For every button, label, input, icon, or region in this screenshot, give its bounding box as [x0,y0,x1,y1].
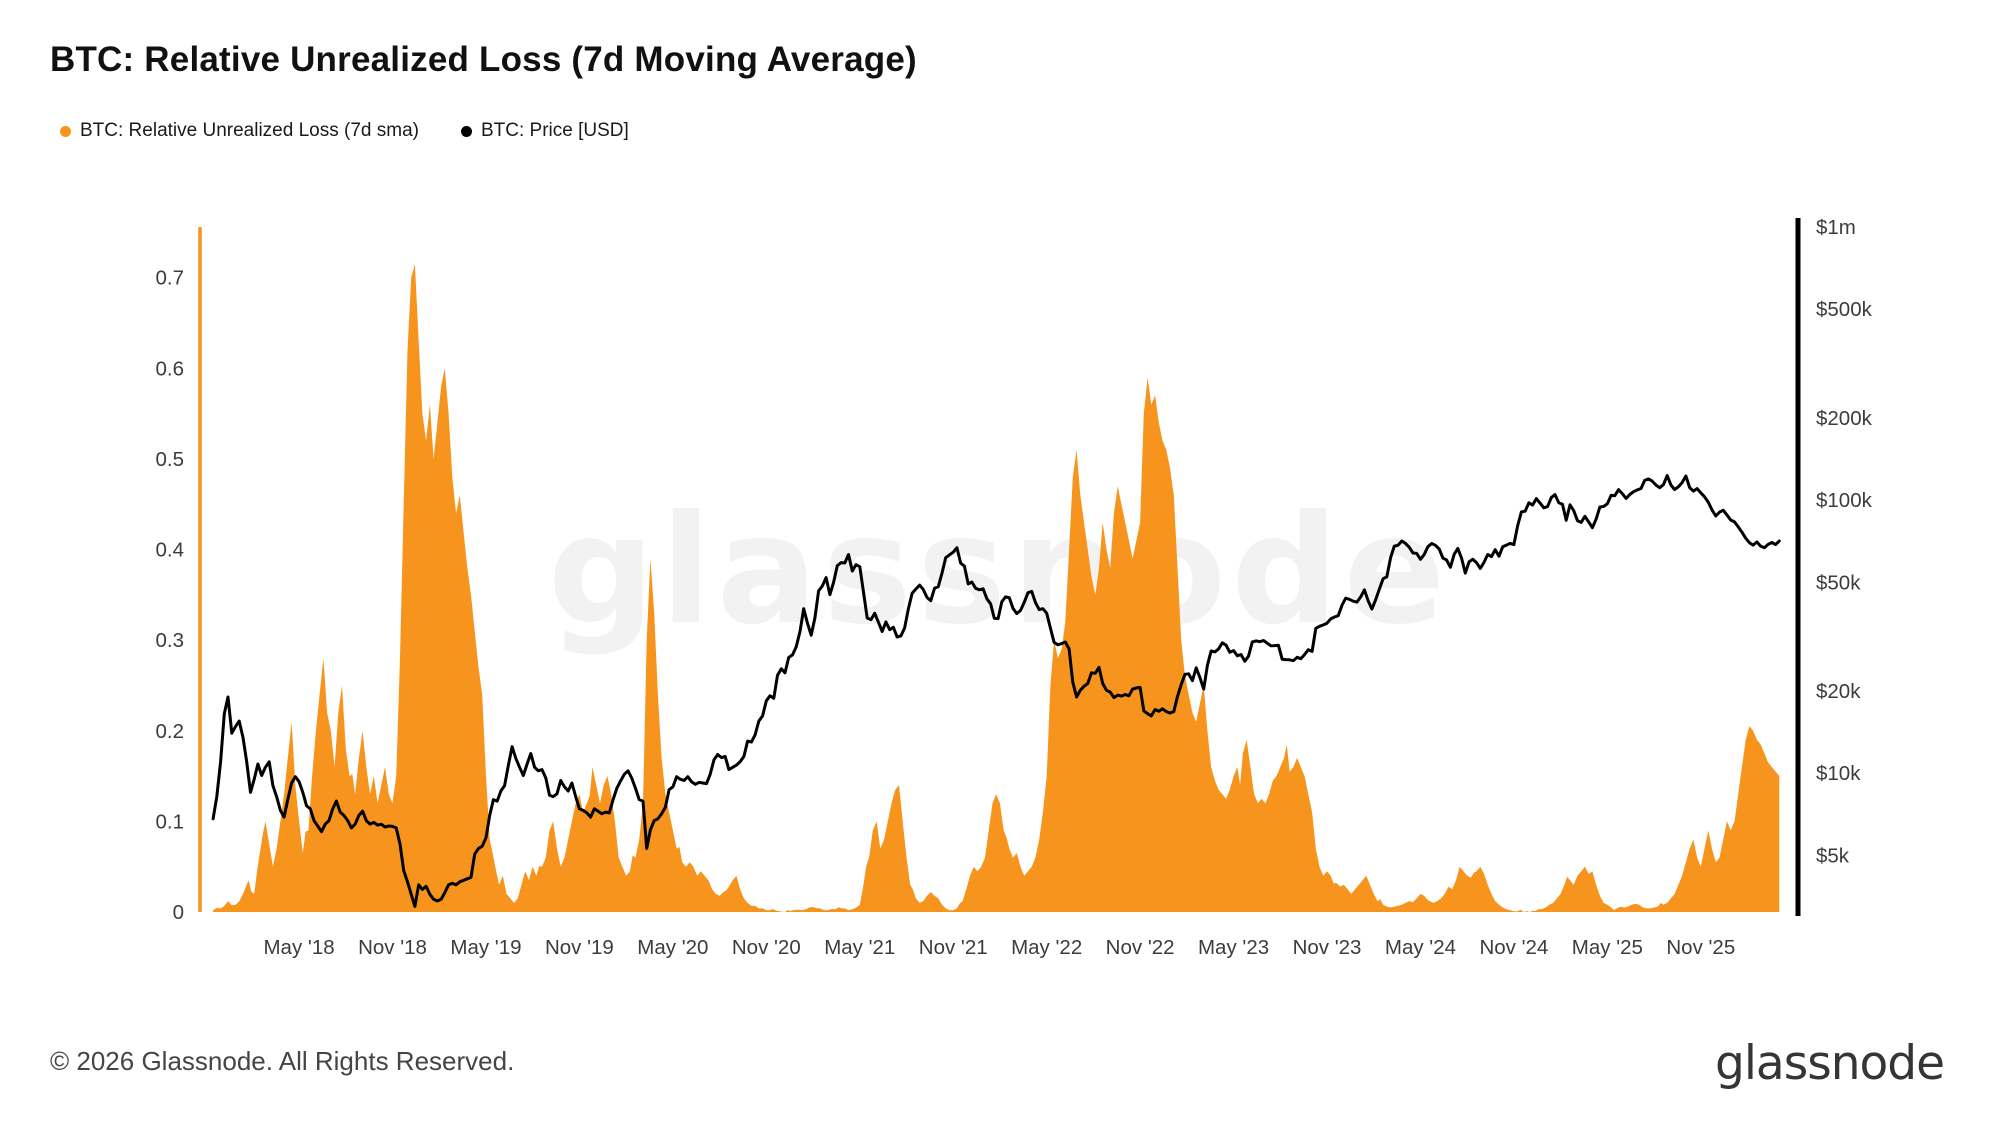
legend: BTC: Relative Unrealized Loss (7d sma) B… [60,120,629,142]
x-axis-tick-label: Nov '18 [358,936,427,959]
left-axis-tick-label: 0.1 [156,810,185,833]
legend-swatch-loss-icon [60,125,71,137]
x-axis-tick-label: May '20 [637,936,708,959]
right-axis-tick-label: $20k [1816,680,1861,703]
x-axis-tick-label: Nov '25 [1666,936,1735,959]
left-axis-tick-label: 0.2 [156,720,185,743]
x-axis-tick-label: Nov '21 [919,936,988,959]
left-axis-tick-label: 0.4 [156,539,185,562]
right-axis-tick-label: $50k [1816,571,1861,594]
x-axis-tick-label: Nov '19 [545,936,614,959]
x-axis-tick-label: May '18 [263,936,334,959]
left-axis-tick-label: 0.3 [156,629,185,652]
x-axis-tick-label: May '24 [1385,936,1456,959]
x-axis-tick-label: Nov '24 [1479,936,1548,959]
right-axis-tick-label: $100k [1816,489,1873,512]
legend-swatch-price-icon [460,125,472,137]
x-axis-tick-label: Nov '23 [1293,936,1362,959]
glassnode-watermark: glassnode [548,484,1451,658]
left-axis-tick-label: 0.5 [156,448,185,471]
x-axis-tick-label: May '25 [1572,936,1643,959]
right-axis-tick-label: $5k [1816,844,1850,867]
plot-layer: 0 0.1 0.2 0.3 0.4 0.5 0.6 0.7 $5k $10k $20k $50k $10… [156,216,1873,959]
right-axis-tick-label: $200k [1816,407,1873,430]
x-axis-tick-label: May '22 [1011,936,1082,959]
left-axis-tick-label: 0.7 [156,267,185,290]
copyright-text: © 2026 Glassnode. All Rights Reserved. [50,1046,515,1076]
x-axis-tick-label: May '21 [824,936,895,959]
right-axis-tick-label: $10k [1816,762,1861,785]
x-axis-tick-label: Nov '20 [732,936,801,959]
legend-item-price[interactable]: BTC: Price [USD] [460,120,629,142]
page-title: BTC: Relative Unrealized Loss (7d Moving… [50,40,917,79]
legend-label-loss: BTC: Relative Unrealized Loss (7d sma) [80,120,419,141]
price-line [211,474,1781,908]
glassnode-logo: glassnode [1715,1036,1945,1091]
right-axis-tick-label: $1m [1816,216,1856,239]
unrealized-loss-area [213,264,1780,913]
left-axis-tick-label: 0.6 [156,357,185,380]
x-axis-tick-label: May '19 [450,936,521,959]
left-axis-tick-label: 0 [173,901,184,924]
x-axis-tick-label: Nov '22 [1106,936,1175,959]
legend-item-unrealized-loss[interactable]: BTC: Relative Unrealized Loss (7d sma) [60,120,419,142]
x-axis-tick-label: May '23 [1198,936,1269,959]
legend-label-price: BTC: Price [USD] [480,120,629,141]
right-axis-tick-label: $500k [1816,298,1873,321]
